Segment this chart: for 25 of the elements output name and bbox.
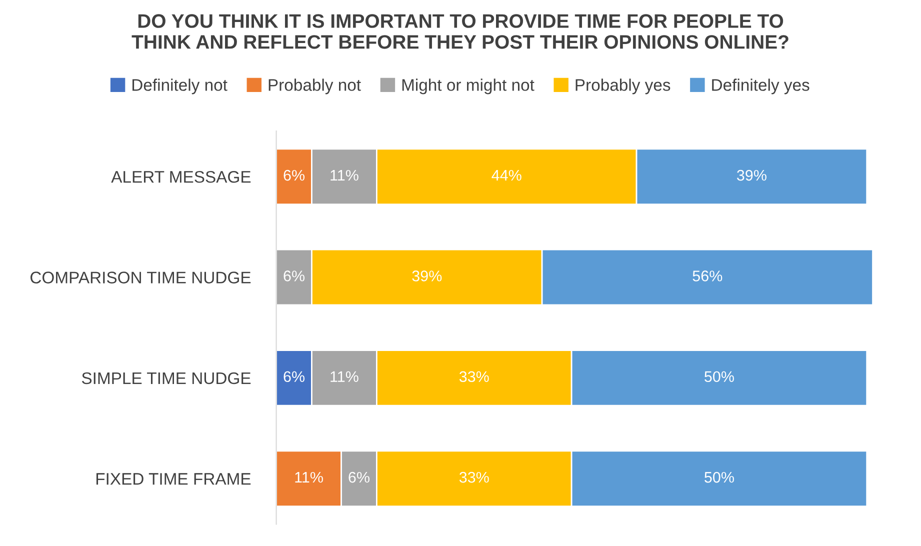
data-label: 50%	[704, 371, 734, 382]
data-label: 11%	[295, 472, 323, 483]
y-tick-label: ALERT MESSAGE	[111, 170, 251, 183]
data-label: 6%	[284, 270, 305, 282]
data-label: 39%	[736, 170, 766, 181]
data-label: 33%	[459, 371, 489, 382]
y-tick-label: COMPARISON TIME NUDGE	[30, 272, 251, 284]
legend-label: Definitely yes	[712, 78, 810, 94]
data-label: 33%	[459, 472, 489, 483]
data-label: 6%	[284, 170, 305, 181]
legend-label: Probably not	[268, 78, 361, 94]
legend-label: Might or might not	[402, 78, 534, 94]
data-label: 6%	[348, 472, 370, 483]
y-tick-label: SIMPLE TIME NUDGE	[82, 372, 251, 384]
data-label: 44%	[492, 170, 522, 181]
data-label: 50%	[704, 472, 734, 483]
data-label: 56%	[692, 270, 722, 282]
y-tick-label: FIXED TIME FRAME	[96, 473, 251, 485]
data-label: 11%	[330, 371, 358, 382]
legend-label: Definitely not	[132, 78, 228, 94]
data-label: 39%	[412, 270, 442, 282]
data-label: 11%	[330, 170, 358, 181]
chart-title: DO YOU THINK IT IS IMPORTANT TO PROVIDE TIME FOR PEOPLE TO THINK AND REFLECT BEFORE THEY POST THEIR OPINIONS ONLINE?	[132, 14, 788, 49]
legend-label: Probably yes	[576, 78, 670, 94]
data-label: 6%	[284, 371, 305, 382]
